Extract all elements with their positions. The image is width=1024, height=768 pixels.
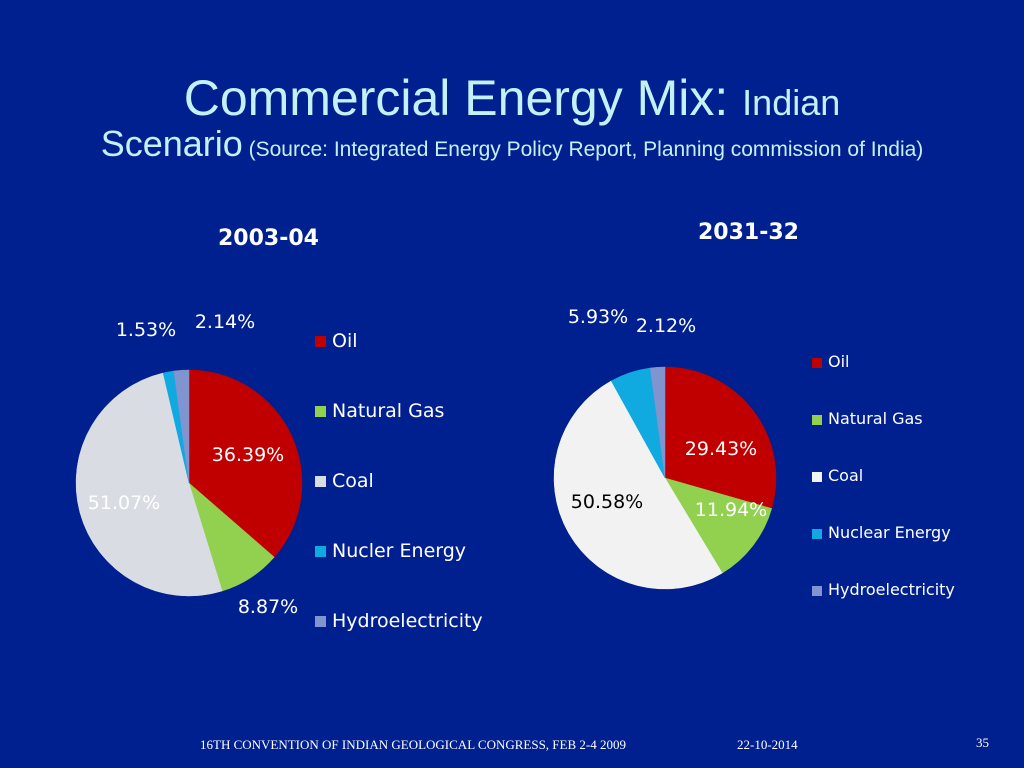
legend-item-natural-gas: Natural Gas [315,400,444,422]
legend-item-hydroelectricity: Hydroelectricity [812,580,955,599]
legend-swatch [812,414,822,425]
legend-label: Natural Gas [828,409,923,428]
footer-convention-text: 16TH CONVENTION OF INDIAN GEOLOGICAL CON… [200,737,626,752]
data-label-coal: 50.58% [571,491,643,513]
legend-item-natural-gas: Natural Gas [812,409,923,428]
data-label-nucler-energy: 1.53% [116,319,176,341]
chart-title-2003-04: 2003-04 [218,226,319,251]
pie-slice-oil [188,369,303,558]
legend-label: Coal [332,470,374,492]
legend-item-hydroelectricity: Hydroelectricity [315,610,483,632]
data-label-hydroelectricity: 2.12% [636,315,696,337]
legend-swatch [812,357,822,368]
title-sub-1: Indian [742,82,841,123]
data-label-coal: 51.07% [88,492,160,514]
legend-swatch [812,528,822,539]
pie-slice-hydroelectricity [649,366,666,479]
data-label-oil: 29.43% [685,438,757,460]
legend-label: Natural Gas [332,400,445,422]
legend-swatch [315,616,326,627]
pie-2003-04: 36.39% 8.87% 51.07% 1.53% 2.14% [75,311,303,618]
legend-swatch [812,585,822,596]
legend-item-nuclear-energy: Nuclear Energy [812,523,951,542]
legend-label: Coal [828,466,864,485]
chart-title-2031-32: 2031-32 [698,220,799,245]
legend-swatch [315,336,326,347]
legend-swatch [812,471,822,482]
pie-slice-natural-gas [664,477,773,574]
page-number: 35 [976,735,989,750]
legend-label: Hydroelectricity [332,610,483,632]
legend-label: Nuclear Energy [828,523,951,542]
pie-slice-oil [664,366,777,509]
pie-slice-coal [75,372,223,597]
legend-item-coal: Coal [812,466,863,485]
legend-swatch [315,406,326,417]
legend-swatch [315,476,326,487]
data-label-nuclear-energy: 5.93% [568,306,628,328]
slide-title: Commercial Energy Mix: Indian Scenario (… [40,72,984,162]
pie-2031-32: 29.43% 11.94% 50.58% 5.93% 2.12% [553,306,777,590]
data-label-natural-gas: 8.87% [238,596,298,618]
legend-label: Hydroelectricity [828,580,955,599]
legend-label: Nucler Energy [332,540,467,562]
legend-item-oil: Oil [315,330,358,352]
legend-label: Oil [332,330,358,352]
legend-item-oil: Oil [812,352,849,371]
legend-swatch [315,546,326,557]
legend-item-coal: Coal [315,470,374,492]
legend-label: Oil [828,352,850,371]
data-label-hydroelectricity: 2.14% [195,311,255,333]
legend-item-nucler-energy: Nucler Energy [315,540,466,562]
footer-date: 22-10-2014 [737,737,798,752]
pie-slice-hydroelectricity [173,369,190,484]
pie-slice-coal [553,380,723,590]
title-source: (Source: Integrated Energy Policy Report… [242,137,924,161]
title-sub-2: Scenario [100,122,243,164]
data-label-oil: 36.39% [212,444,284,466]
title-main: Commercial Energy Mix: [183,70,743,126]
data-label-natural-gas: 11.94% [695,499,767,521]
